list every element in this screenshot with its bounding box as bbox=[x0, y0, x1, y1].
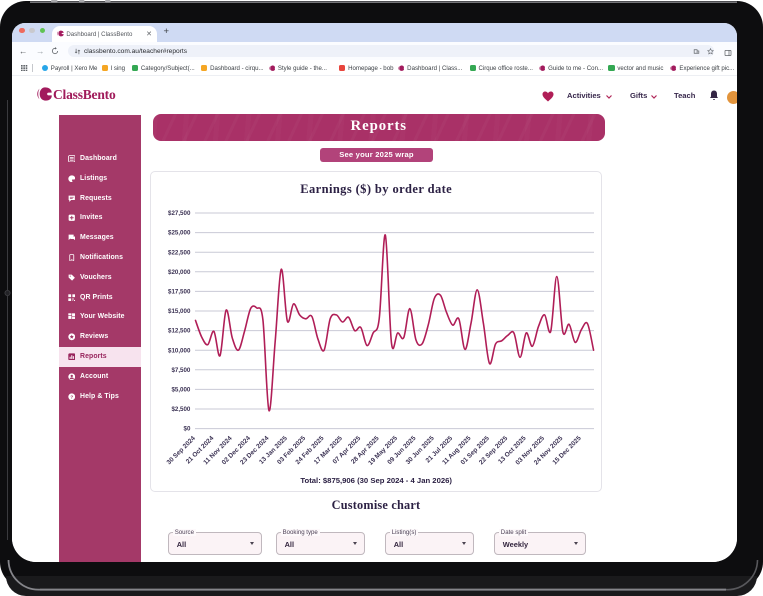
svg-text:$20,000: $20,000 bbox=[168, 269, 191, 276]
svg-text:$2,500: $2,500 bbox=[171, 406, 190, 413]
svg-text:$27,500: $27,500 bbox=[168, 210, 191, 217]
svg-text:$17,500: $17,500 bbox=[168, 288, 191, 295]
svg-text:$5,000: $5,000 bbox=[171, 386, 190, 393]
svg-text:$7,500: $7,500 bbox=[171, 367, 190, 374]
svg-text:?: ? bbox=[70, 394, 73, 399]
svg-text:$0: $0 bbox=[184, 425, 191, 432]
svg-text:$12,500: $12,500 bbox=[168, 327, 191, 334]
svg-text:$10,000: $10,000 bbox=[168, 347, 191, 354]
svg-text:$22,500: $22,500 bbox=[168, 249, 191, 256]
svg-text:$25,000: $25,000 bbox=[168, 229, 191, 236]
svg-text:$15,000: $15,000 bbox=[168, 308, 191, 315]
